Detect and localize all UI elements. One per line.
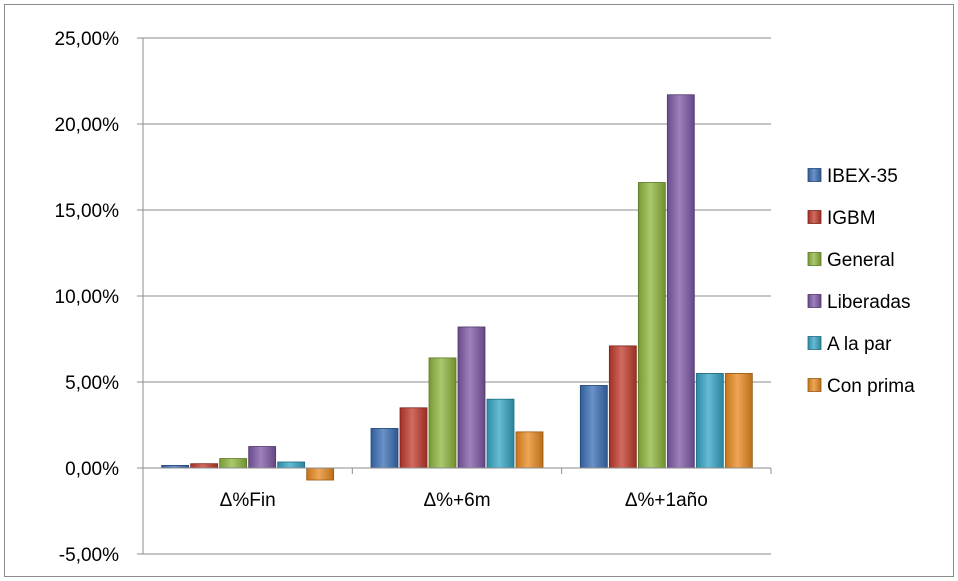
y-tick-label: 0,00% [65,459,119,480]
legend: IBEX-35 IGBM General Liberadas A la par Con p… [807,166,915,397]
y-tick-label: 25,00% [55,29,120,50]
legend-swatch [807,210,822,224]
bars [161,94,753,481]
bar-a-la-par-0 [277,461,306,469]
x-tick-label: Δ%+6m [423,490,490,511]
bar-general-0 [219,458,248,469]
legend-label: A la par [827,334,892,355]
bar-general-2 [637,182,666,469]
bar-liberadas-2 [666,94,695,469]
legend-label: General [827,250,895,271]
bar-chart: -5,00% 0,00% 5,00% 10,00% 15,00% 20,00% 25,00%… [55,29,916,566]
bar-igbm-2 [608,345,637,469]
bar-ibex-35-1 [370,428,399,469]
x-tick-label: Δ%Fin [220,490,276,511]
y-tick-labels: -5,00% 0,00% 5,00% 10,00% 15,00% 20,00% 25,00% [55,29,120,566]
bar-general-1 [428,357,457,469]
y-tick-label: 5,00% [65,373,119,394]
bar-liberadas-0 [248,446,277,469]
bar-con-prima-1 [515,431,544,469]
bar-con-prima-0 [306,467,335,481]
bar-igbm-1 [399,407,428,469]
legend-swatch [807,252,822,266]
bar-igbm-0 [190,463,219,469]
axes [137,37,772,555]
bar-liberadas-1 [457,326,486,469]
legend-swatch [807,294,822,308]
x-tick-labels: Δ%Fin Δ%+6m Δ%+1año [220,490,708,511]
bar-con-prima-2 [724,372,753,469]
y-tick-label: -5,00% [59,545,119,566]
legend-swatch [807,168,822,182]
y-tick-label: 20,00% [55,115,120,136]
legend-label: IGBM [827,208,876,229]
legend-swatch [807,336,822,350]
legend-label: IBEX-35 [827,166,898,187]
bar-a-la-par-1 [486,398,515,469]
bar-a-la-par-2 [695,372,724,469]
legend-label: Con prima [827,376,915,397]
legend-label: Liberadas [827,292,910,313]
y-tick-label: 15,00% [55,201,120,222]
x-tick-label: Δ%+1año [625,490,708,511]
y-tick-label: 10,00% [55,287,120,308]
chart-frame: -5,00% 0,00% 5,00% 10,00% 15,00% 20,00% 25,00%… [4,4,954,577]
bar-ibex-35-2 [579,385,608,469]
legend-swatch [807,378,822,392]
